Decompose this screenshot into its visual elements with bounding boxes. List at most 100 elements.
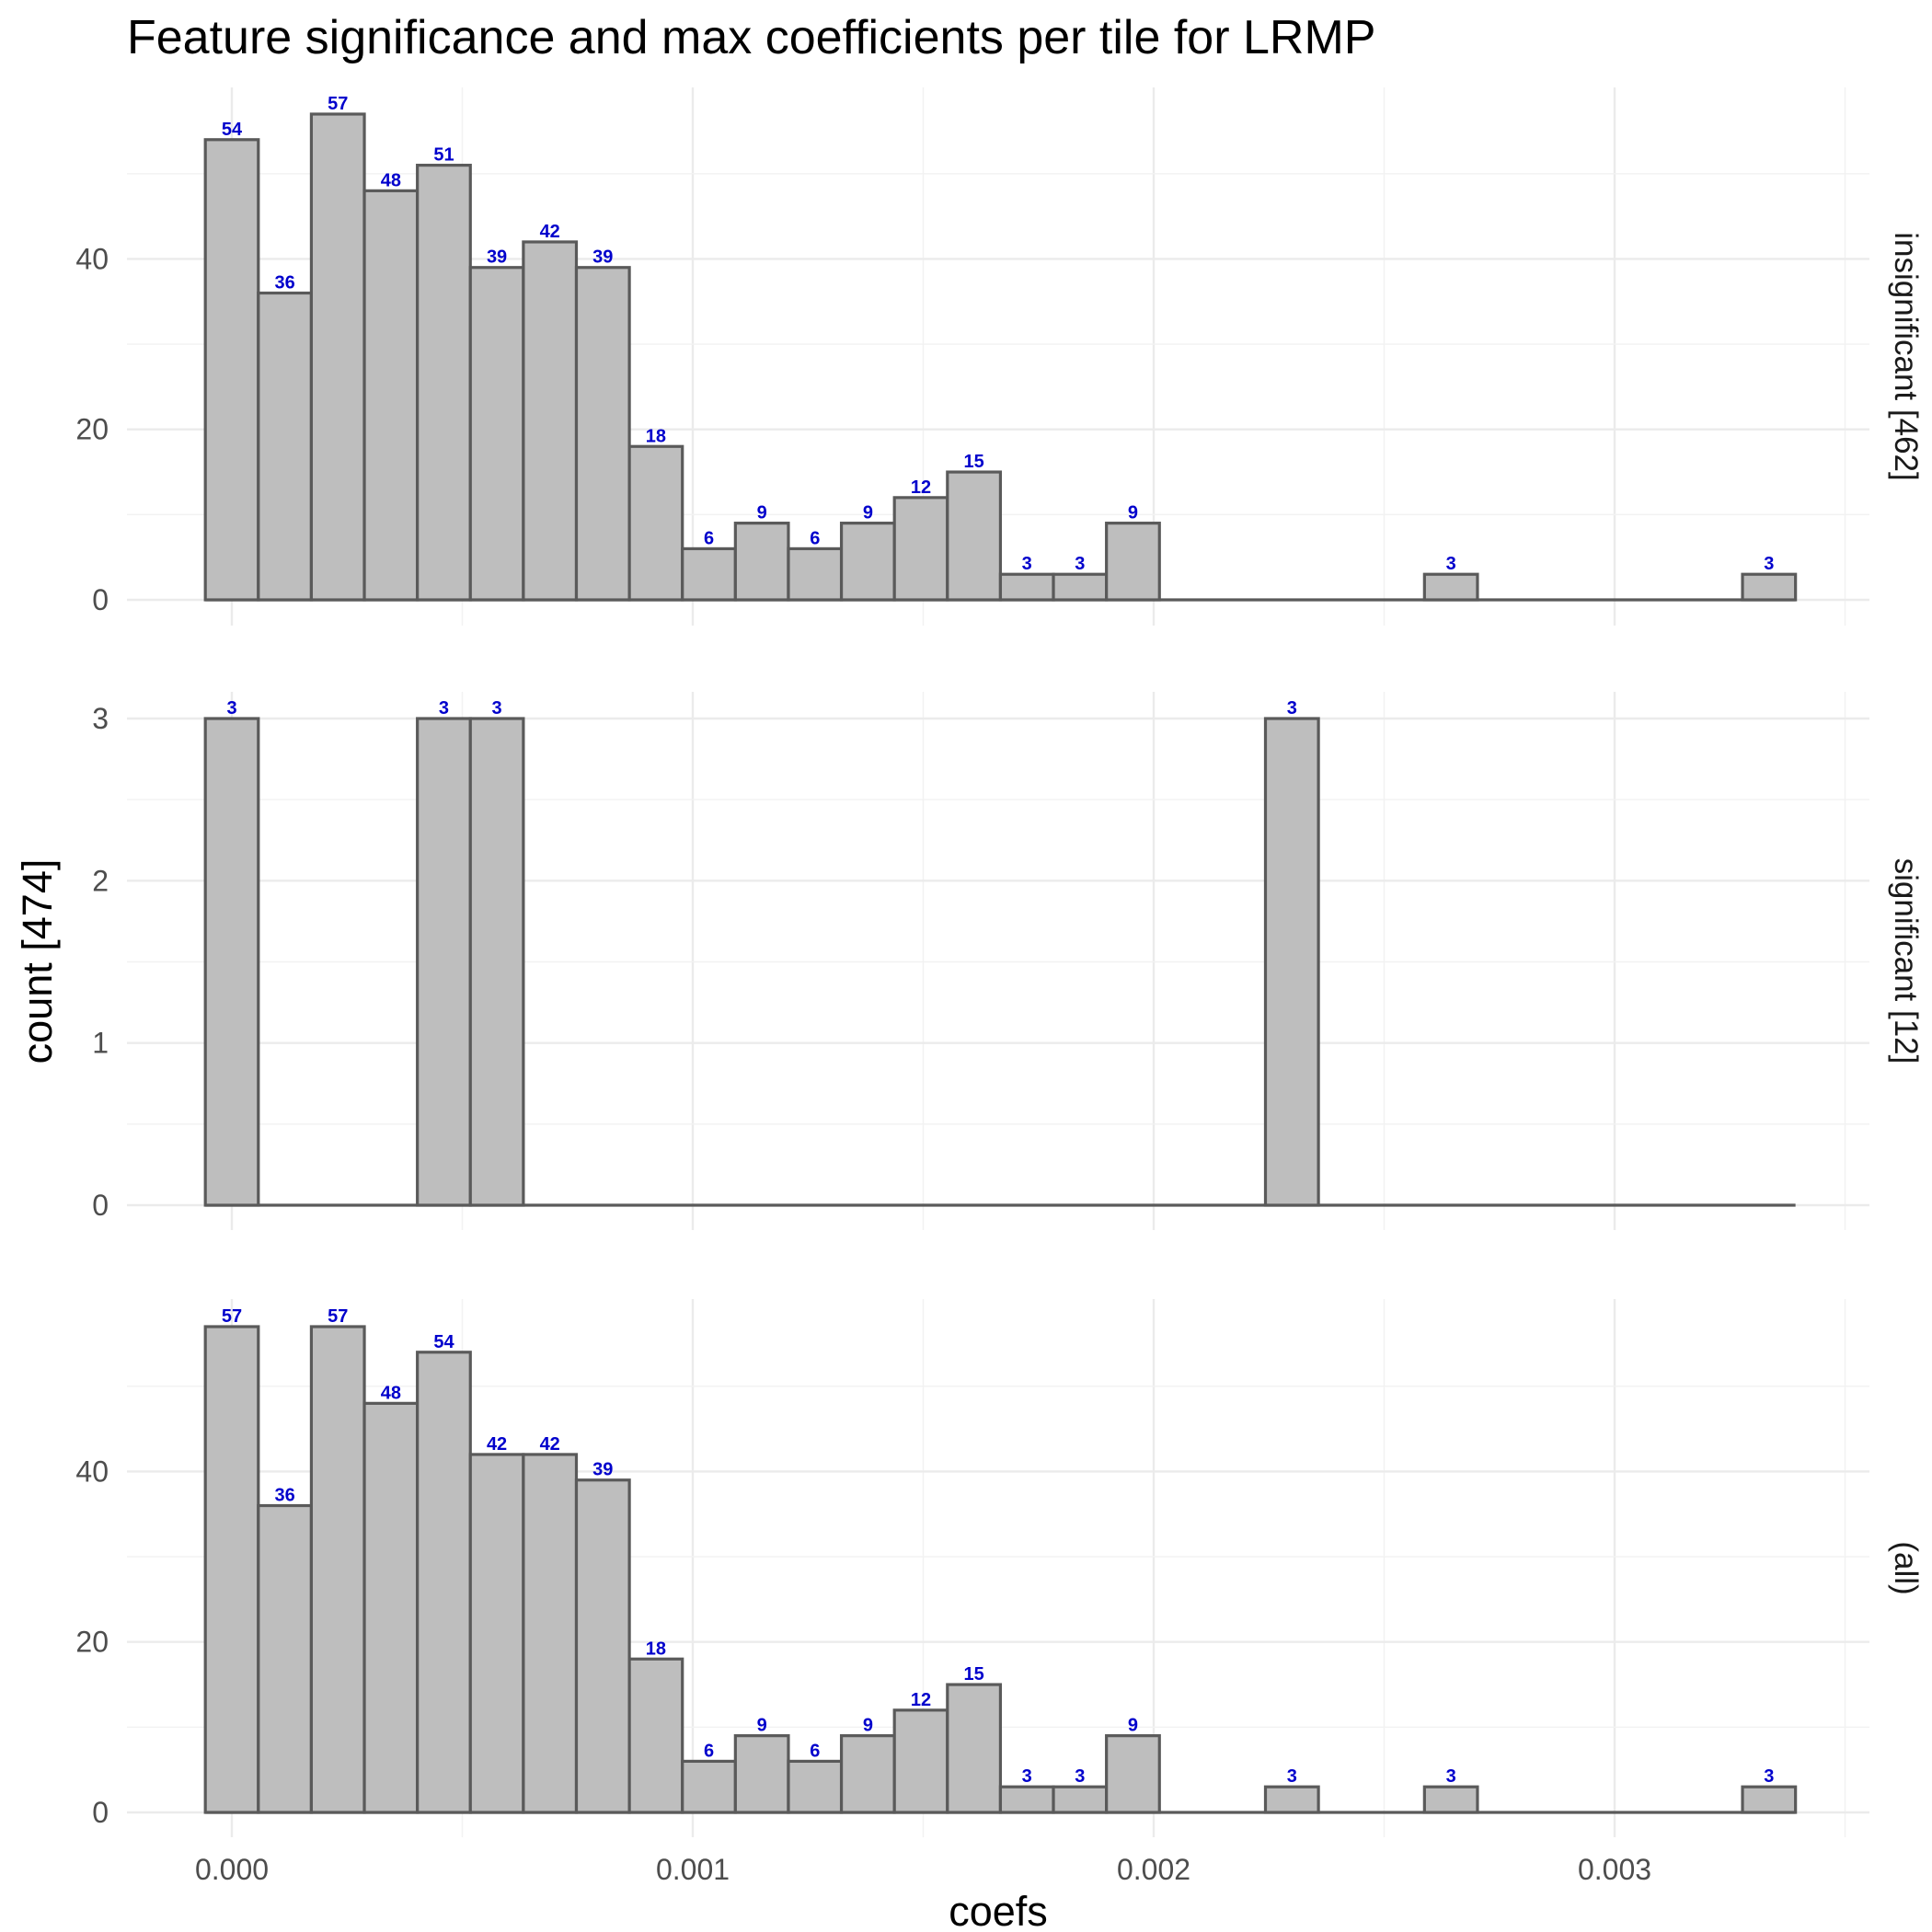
histogram-bar (362, 1401, 420, 1814)
bar-count-label: 6 (704, 528, 714, 548)
facet-strip-label: (all) (1888, 1541, 1924, 1594)
histogram-bar (522, 1453, 579, 1814)
y-tick-label: 40 (75, 242, 109, 275)
histogram-bar (416, 717, 472, 1207)
histogram-bar (627, 444, 684, 602)
x-tick-label: 0.003 (1578, 1853, 1651, 1886)
bar-count-label: 39 (487, 247, 507, 268)
histogram-bar (574, 1478, 631, 1814)
bar-count-label: 18 (646, 426, 666, 446)
histogram-bar (1741, 572, 1798, 602)
bar-count-label: 3 (492, 698, 502, 719)
bar-count-label: 48 (381, 170, 401, 190)
histogram-bar (257, 1503, 314, 1814)
bar-count-label: 54 (222, 120, 243, 140)
bar-count-label: 3 (1075, 554, 1085, 574)
histogram-bar (839, 1734, 896, 1814)
bar-count-label: 42 (487, 1434, 507, 1455)
bar-count-label: 57 (328, 1306, 348, 1327)
bar-count-label: 9 (863, 1716, 873, 1736)
bar-count-label: 9 (1128, 503, 1138, 523)
histogram-bar (1105, 522, 1161, 602)
bar-count-label: 18 (646, 1639, 666, 1659)
bar-count-label: 39 (592, 247, 613, 268)
bar-count-label: 15 (963, 452, 983, 472)
bar-count-label: 6 (810, 1741, 820, 1761)
facet-strip-label: insignificant [462] (1888, 232, 1924, 480)
histogram-bar (998, 1785, 1055, 1814)
bar-count-label: 9 (757, 503, 767, 523)
histogram-bar (468, 266, 525, 602)
y-axis-title: count [474] (14, 859, 61, 1064)
histogram-bar (733, 1734, 790, 1814)
bar-count-label: 36 (274, 1486, 294, 1506)
bar-count-label: 3 (439, 698, 449, 719)
y-tick-label: 1 (92, 1027, 109, 1060)
histogram-bar (416, 163, 472, 602)
bar-count-label: 9 (863, 503, 873, 523)
bar-count-label: 15 (963, 1664, 983, 1685)
histogram-bar (522, 240, 579, 602)
histogram-bar (946, 1683, 1003, 1814)
bar-count-label: 3 (1075, 1766, 1085, 1787)
bar-count-label: 3 (1287, 1766, 1297, 1787)
bar-count-label: 42 (540, 1434, 560, 1455)
histogram-bar (203, 138, 260, 602)
histogram-bar (203, 717, 260, 1207)
bar-count-label: 9 (1128, 1716, 1138, 1736)
histogram-bar (1741, 1785, 1798, 1814)
bar-count-label: 3 (1287, 698, 1297, 719)
bar-count-label: 3 (1446, 1766, 1456, 1787)
bar-count-label: 9 (757, 1716, 767, 1736)
y-tick-label: 0 (92, 1796, 109, 1829)
bar-count-label: 51 (433, 145, 454, 166)
histogram-bar (1422, 1785, 1479, 1814)
facet-panel-1: 0 1 2 3 3 3 3 3 significant [12] (92, 692, 1924, 1230)
bar-count-label: 6 (810, 528, 820, 548)
y-tick-label: 0 (92, 583, 109, 616)
histogram-bar (627, 1657, 684, 1814)
histogram-bar (681, 1759, 737, 1814)
x-tick-label: 0.001 (656, 1853, 730, 1886)
histogram-bar (1052, 572, 1109, 602)
histogram-bar (787, 1759, 844, 1814)
histogram-bar (1052, 1785, 1109, 1814)
bar-count-label: 3 (1764, 554, 1774, 574)
histogram-bar (468, 717, 525, 1207)
y-tick-label: 2 (92, 864, 109, 897)
y-tick-label: 20 (75, 1626, 109, 1659)
bar-count-label: 3 (1022, 554, 1032, 574)
histogram-bar (362, 189, 420, 602)
histogram-bar (892, 1708, 949, 1814)
histogram-bar (1105, 1734, 1161, 1814)
histogram-bar (416, 1351, 472, 1814)
bar-count-label: 12 (911, 477, 931, 498)
bar-count-label: 3 (226, 698, 236, 719)
bar-count-label: 39 (592, 1460, 613, 1480)
histogram-bar (309, 1325, 366, 1814)
histogram-bar (574, 266, 631, 602)
y-tick-label: 20 (75, 413, 109, 446)
histogram-bar (468, 1453, 525, 1814)
histogram-bar (839, 522, 896, 602)
histogram-bar (203, 1325, 260, 1814)
histogram-bar (787, 546, 844, 602)
x-tick-label: 0.000 (195, 1853, 269, 1886)
bar-count-label: 12 (911, 1690, 931, 1710)
histogram-bar (1422, 572, 1479, 602)
histogram-bar (681, 546, 737, 602)
bar-count-label: 6 (704, 1741, 714, 1761)
bar-count-label: 57 (222, 1306, 242, 1327)
chart-title: Feature significance and max coefficient… (127, 11, 1375, 64)
histogram-bar (733, 522, 790, 602)
bar-count-label: 3 (1446, 554, 1456, 574)
histogram-bar (892, 496, 949, 602)
histogram-bar (998, 572, 1055, 602)
bar-count-label: 48 (381, 1383, 401, 1403)
histogram-bar (257, 291, 314, 602)
bar-count-label: 36 (274, 273, 294, 293)
bar-count-label: 42 (540, 222, 560, 242)
